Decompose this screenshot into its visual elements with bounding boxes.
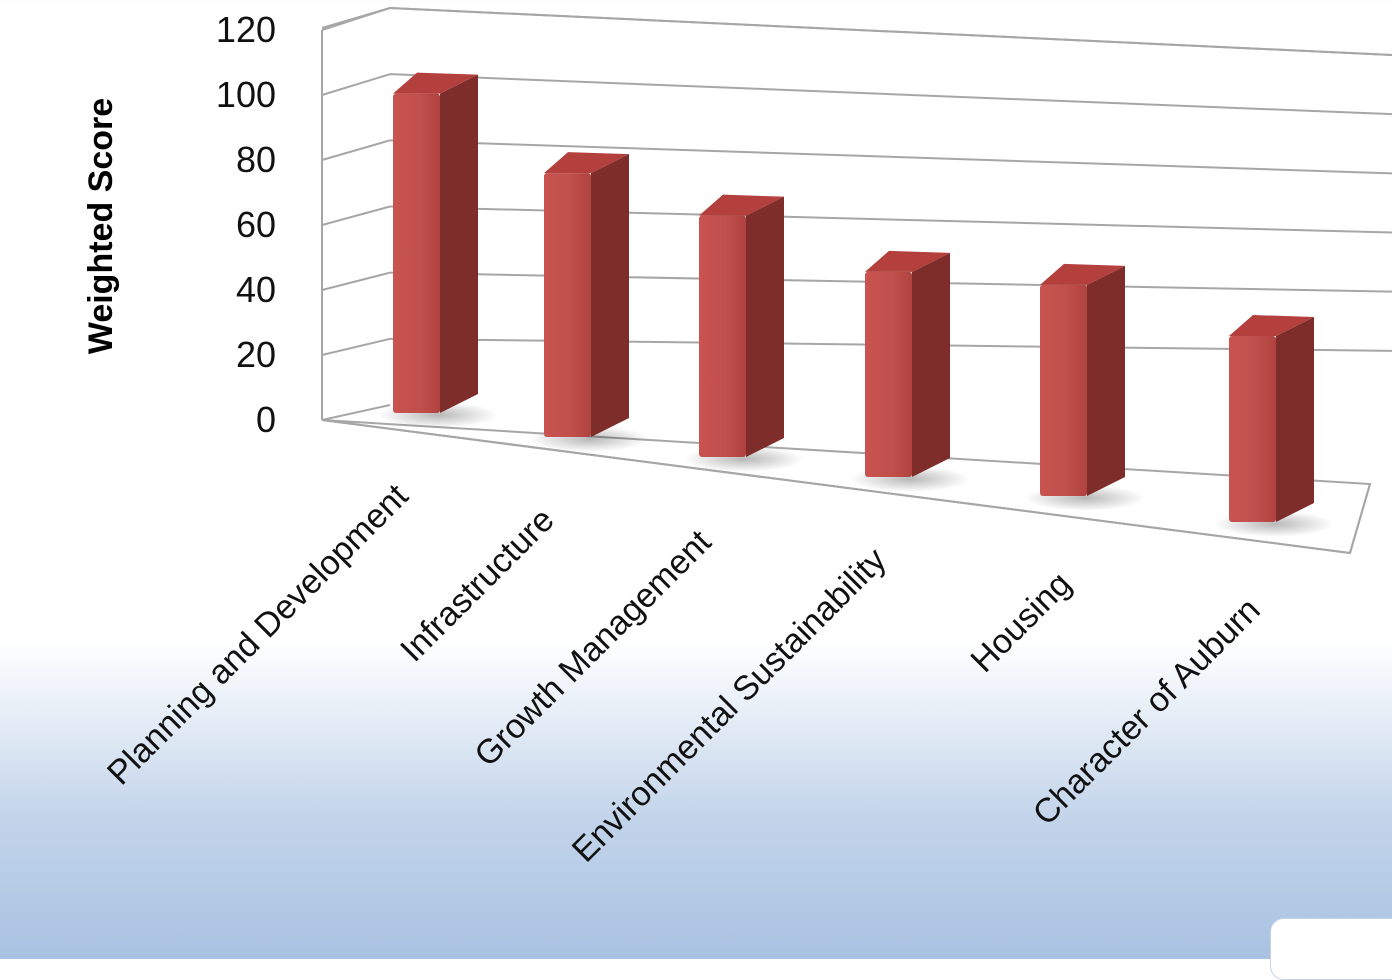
bar-front xyxy=(544,173,591,437)
bar-top xyxy=(1040,263,1125,285)
bar-top xyxy=(544,152,629,174)
bar-top xyxy=(1229,315,1314,336)
y-tick-label: 60 xyxy=(236,204,276,245)
bar xyxy=(850,250,970,492)
bar-front xyxy=(393,93,440,413)
gridline-left xyxy=(321,404,391,421)
gridline-left xyxy=(321,337,391,356)
bar-top xyxy=(865,250,950,272)
gridline-left xyxy=(321,7,391,31)
category-label: Planning and Development xyxy=(100,476,416,792)
y-tick-label: 0 xyxy=(256,399,276,440)
y-tick-label: 100 xyxy=(216,74,276,115)
y-tick-label: 20 xyxy=(236,334,276,375)
gridline-left xyxy=(321,205,391,226)
y-tick-label: 40 xyxy=(236,269,276,310)
bar-top xyxy=(699,194,784,216)
bars xyxy=(378,72,1334,537)
y-axis-ticks: 0 20 40 60 80 100 120 xyxy=(216,9,276,440)
corner-panel xyxy=(1270,918,1392,980)
gridline-back xyxy=(389,7,1392,56)
bar-front xyxy=(699,215,746,457)
gridline-back xyxy=(389,205,1392,234)
bar xyxy=(529,152,649,452)
bar-side xyxy=(440,74,478,413)
bar xyxy=(1025,263,1145,511)
category-label: Housing xyxy=(964,565,1079,680)
category-label: Character of Auburn xyxy=(1026,591,1268,833)
bar-top xyxy=(393,72,478,94)
bar-side xyxy=(591,154,629,437)
bar-side xyxy=(1276,317,1314,522)
y-tick-label: 120 xyxy=(216,9,276,50)
bar-front xyxy=(1229,336,1276,522)
gridline-left xyxy=(321,139,391,161)
gridline-left xyxy=(321,73,391,96)
bar-side xyxy=(1087,265,1125,496)
category-label: Environmental Sustainability xyxy=(565,541,894,870)
gridline-back xyxy=(389,73,1392,116)
bar-front xyxy=(865,271,912,477)
chart: 0 20 40 60 80 100 120 Weighted Score Planning … xyxy=(82,7,1392,870)
y-axis-label: Weighted Score xyxy=(82,98,120,354)
bar xyxy=(378,72,498,428)
y-tick-label: 80 xyxy=(236,139,276,180)
gridline-back xyxy=(389,139,1392,175)
bar-side xyxy=(746,196,784,457)
category-labels: Planning and DevelopmentInfrastructureGr… xyxy=(100,476,1268,869)
bar xyxy=(1214,315,1334,537)
bar-side xyxy=(912,252,950,477)
bar xyxy=(684,194,804,472)
floor-right-edge xyxy=(1349,483,1371,554)
floor-front-edge xyxy=(321,419,1351,554)
gridline-left xyxy=(321,271,391,291)
bar-front xyxy=(1040,284,1087,496)
category-label: Infrastructure xyxy=(393,501,562,670)
